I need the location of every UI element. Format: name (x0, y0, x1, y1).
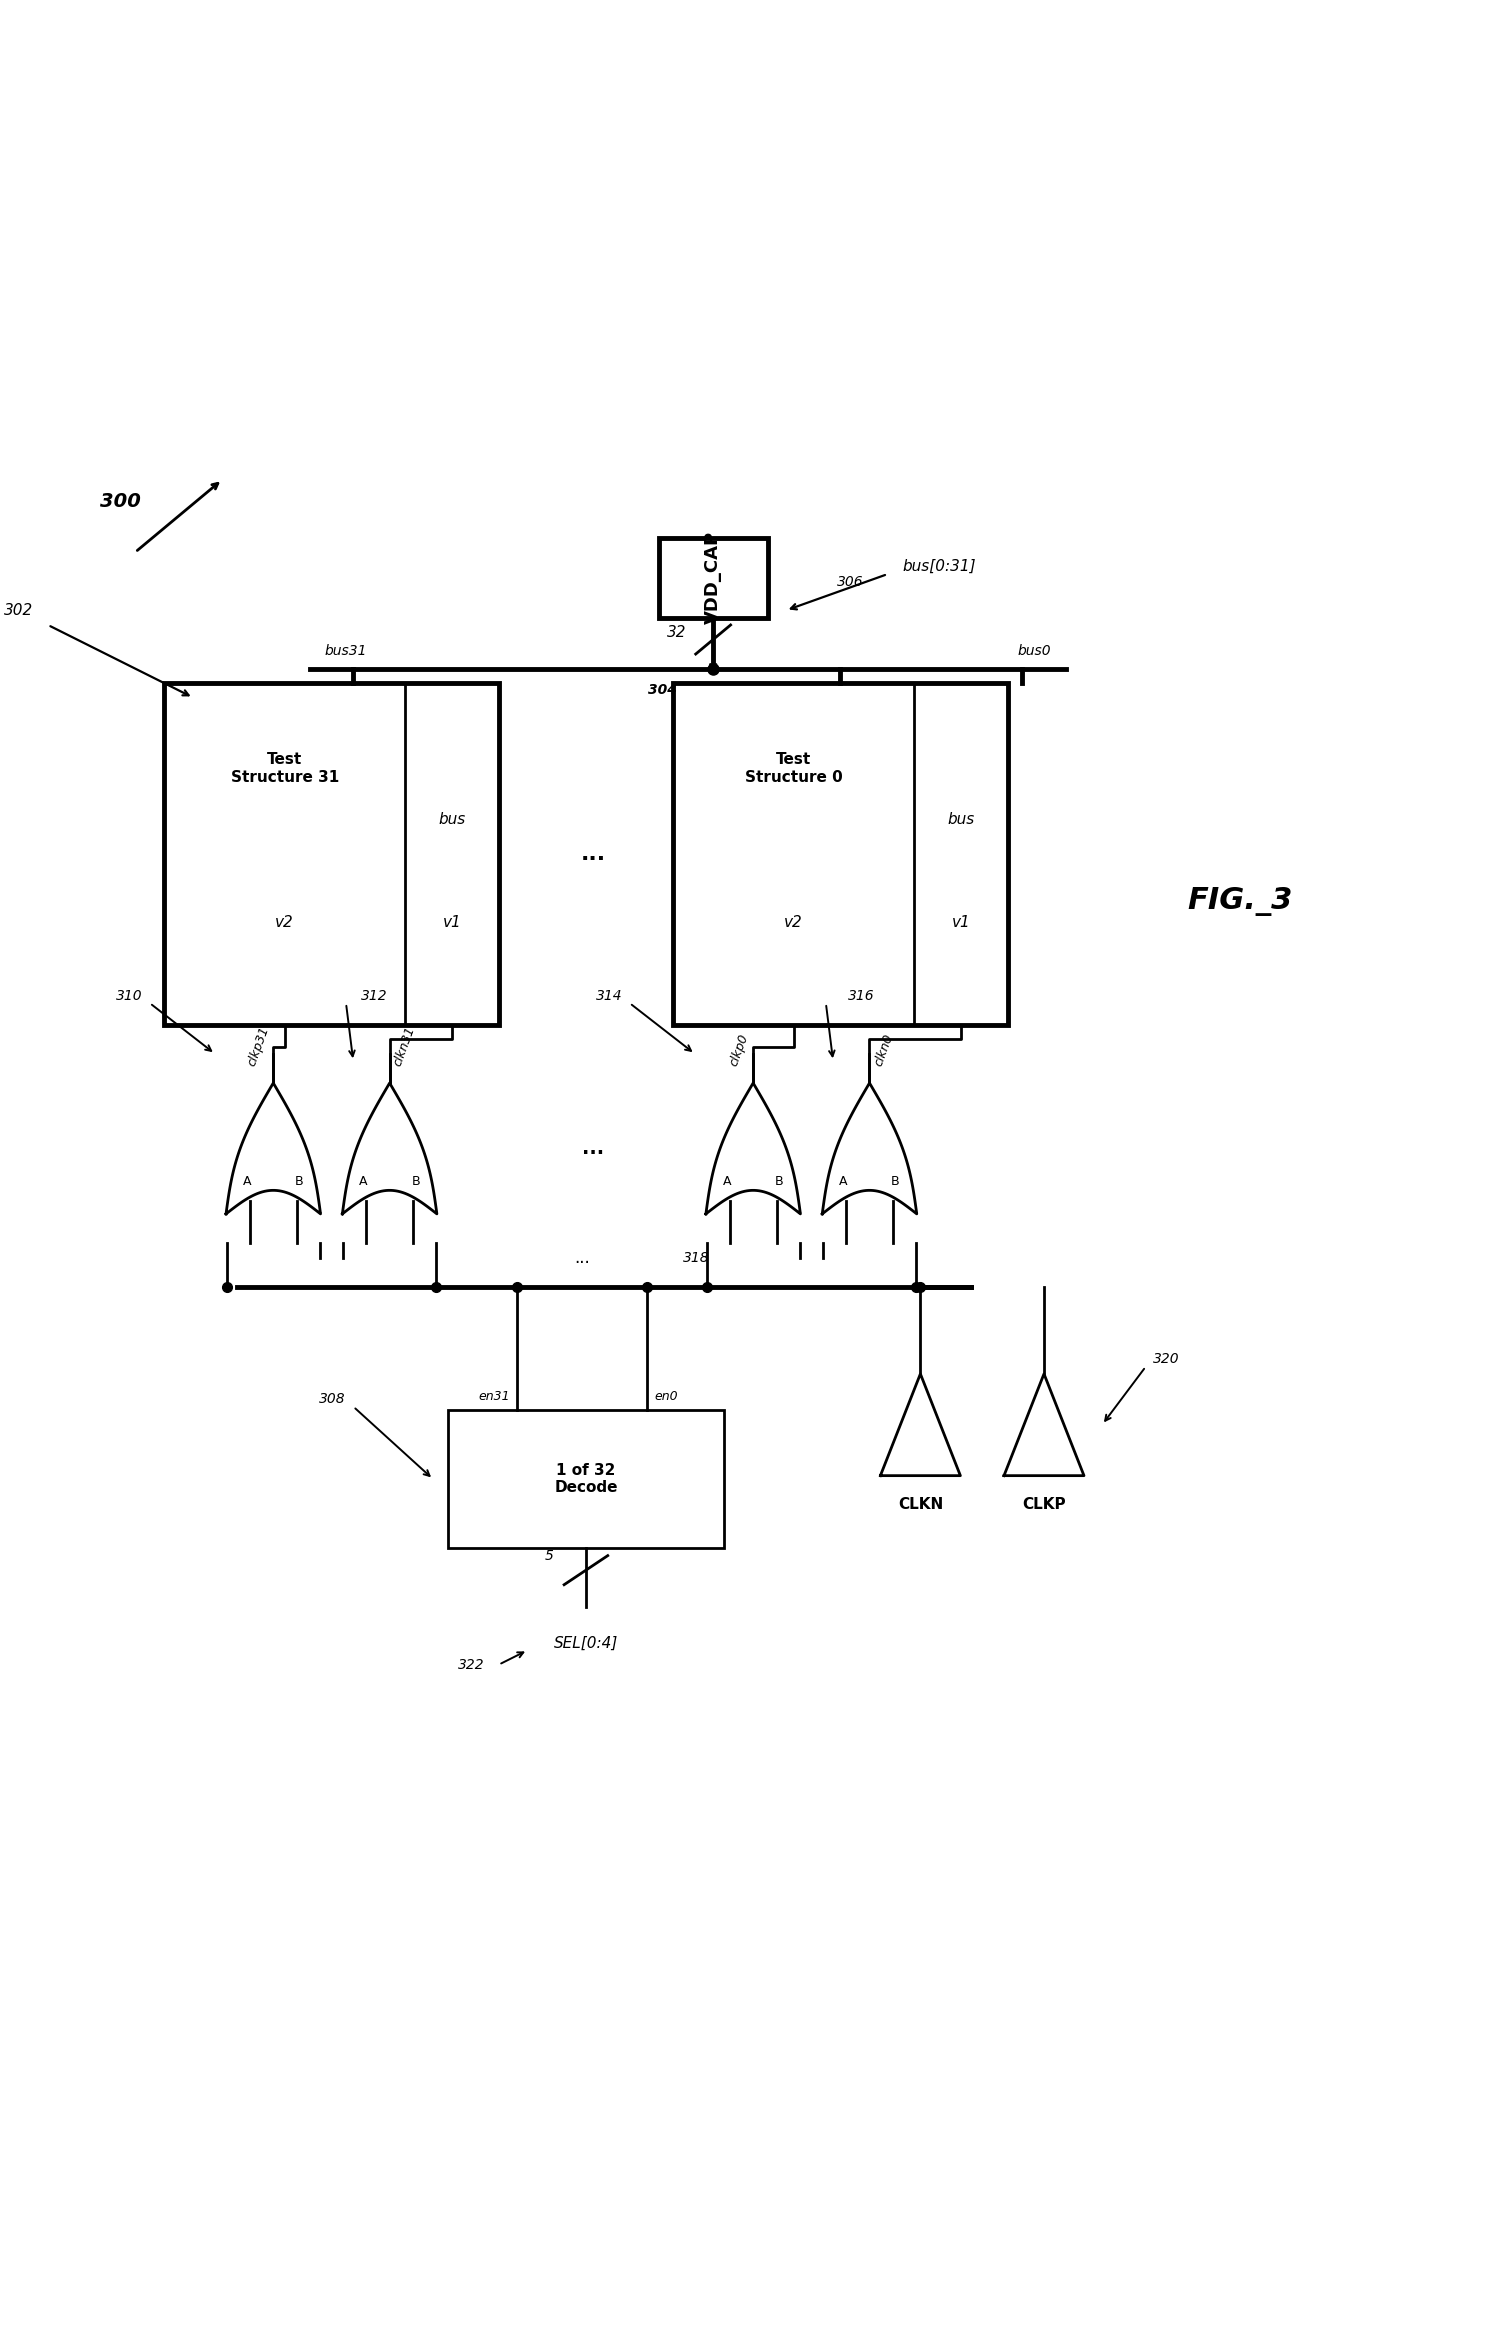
Text: FIG._3: FIG._3 (1188, 886, 1293, 916)
FancyBboxPatch shape (658, 537, 768, 619)
Text: 306: 306 (837, 575, 863, 588)
FancyBboxPatch shape (164, 684, 498, 1026)
Text: 5: 5 (545, 1549, 554, 1563)
Text: 302: 302 (5, 602, 33, 619)
Text: bus31: bus31 (324, 644, 367, 658)
Text: 308: 308 (320, 1393, 346, 1407)
Text: B: B (294, 1175, 303, 1189)
Text: 314: 314 (596, 989, 622, 1003)
Text: en0: en0 (653, 1391, 678, 1403)
Text: 318: 318 (684, 1251, 709, 1265)
Text: v2: v2 (785, 914, 803, 930)
Text: 320: 320 (1153, 1351, 1180, 1365)
Text: Test
Structure 0: Test Structure 0 (745, 751, 842, 784)
Text: 310: 310 (116, 989, 142, 1003)
Text: clkn31: clkn31 (391, 1026, 418, 1068)
Polygon shape (880, 1375, 960, 1475)
Text: bus: bus (948, 812, 975, 828)
Polygon shape (343, 1084, 438, 1214)
Text: VDD_CAP: VDD_CAP (705, 530, 723, 623)
Text: 1 of 32
Decode: 1 of 32 Decode (554, 1463, 617, 1496)
Text: en31: en31 (478, 1391, 510, 1403)
Text: 304: 304 (647, 684, 678, 698)
Text: A: A (723, 1175, 732, 1189)
FancyBboxPatch shape (673, 684, 1008, 1026)
Text: 312: 312 (361, 989, 388, 1003)
Text: CLKN: CLKN (898, 1498, 943, 1512)
Text: B: B (892, 1175, 899, 1189)
Text: bus0: bus0 (1017, 644, 1052, 658)
Text: 32: 32 (667, 623, 687, 640)
Polygon shape (706, 1084, 800, 1214)
Text: v1: v1 (952, 914, 970, 930)
Text: v1: v1 (442, 914, 462, 930)
Text: 322: 322 (457, 1658, 484, 1672)
Text: B: B (774, 1175, 783, 1189)
Text: SEL[0:4]: SEL[0:4] (554, 1635, 619, 1651)
Polygon shape (1003, 1375, 1083, 1475)
Text: ...: ... (573, 1249, 590, 1268)
FancyBboxPatch shape (448, 1410, 724, 1549)
Text: ...: ... (581, 844, 605, 863)
Text: CLKP: CLKP (1022, 1498, 1065, 1512)
Polygon shape (226, 1084, 320, 1214)
Text: clkp31: clkp31 (246, 1026, 272, 1068)
Text: 316: 316 (848, 989, 874, 1003)
Text: B: B (412, 1175, 420, 1189)
Text: clkn0: clkn0 (872, 1033, 896, 1068)
Text: A: A (839, 1175, 848, 1189)
Text: v2: v2 (275, 914, 294, 930)
Text: A: A (243, 1175, 252, 1189)
Text: 300: 300 (100, 491, 140, 512)
Polygon shape (822, 1084, 917, 1214)
Text: clkp0: clkp0 (727, 1033, 750, 1068)
Text: A: A (359, 1175, 368, 1189)
Text: bus: bus (438, 812, 465, 828)
Text: Test
Structure 31: Test Structure 31 (231, 751, 338, 784)
Text: bus[0:31]: bus[0:31] (902, 558, 976, 575)
Text: ...: ... (582, 1140, 604, 1158)
